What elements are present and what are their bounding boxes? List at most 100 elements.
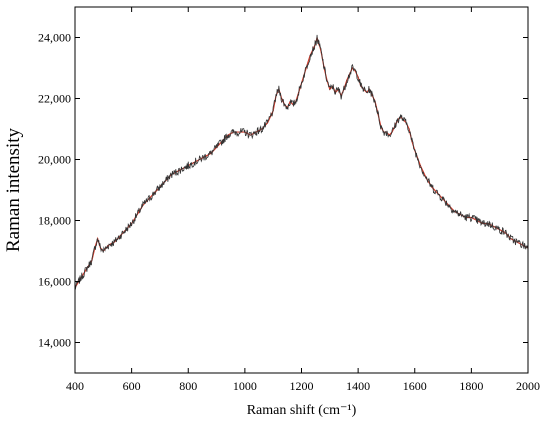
- data-point: [80, 277, 82, 279]
- data-point: [346, 79, 348, 81]
- data-point: [108, 244, 110, 246]
- data-point: [275, 94, 277, 96]
- data-point: [380, 125, 382, 127]
- data-point: [199, 159, 201, 160]
- data-point: [216, 146, 218, 148]
- data-point: [148, 198, 150, 200]
- x-tick-label: 1200: [290, 379, 314, 393]
- data-point: [319, 46, 321, 48]
- data-point: [317, 43, 319, 45]
- data-point: [388, 134, 390, 136]
- data-point: [142, 204, 144, 206]
- series-fit-line: [74, 37, 529, 288]
- data-point: [397, 119, 399, 121]
- data-point: [114, 241, 116, 243]
- data-point: [516, 241, 518, 243]
- data-point: [323, 67, 325, 69]
- data-point: [159, 186, 161, 188]
- data-point: [227, 134, 229, 136]
- data-point: [521, 244, 523, 246]
- data-point: [349, 73, 351, 75]
- data-point: [91, 259, 93, 261]
- data-point: [499, 229, 501, 231]
- data-point: [337, 88, 339, 90]
- x-tick-label: 600: [123, 379, 141, 393]
- data-point: [102, 250, 104, 252]
- data-point: [210, 152, 212, 154]
- data-point: [394, 125, 396, 127]
- data-point: [320, 52, 322, 54]
- data-point: [165, 180, 167, 182]
- y-tick-label: 20,000: [38, 153, 71, 167]
- data-point: [453, 210, 455, 212]
- plot-area: [74, 34, 529, 290]
- data-point: [309, 55, 311, 57]
- x-tick-label: 1400: [346, 379, 370, 393]
- data-point: [244, 131, 246, 133]
- data-point: [448, 204, 450, 206]
- data-point: [510, 238, 512, 240]
- data-point: [131, 223, 133, 225]
- y-tick-label: 18,000: [38, 214, 71, 228]
- data-point: [292, 104, 294, 106]
- data-point: [153, 192, 155, 194]
- data-point: [366, 91, 368, 93]
- tick-labels: 400 600 800 1000 1200 1400 1600 1800 2000 14,000 1…: [38, 31, 540, 394]
- data-point: [368, 88, 370, 90]
- y-tick-label: 16,000: [38, 275, 71, 289]
- x-tick-label: 1600: [403, 379, 427, 393]
- data-point: [400, 116, 402, 118]
- data-point: [298, 91, 300, 93]
- series-line: [74, 34, 529, 290]
- data-point: [383, 131, 385, 133]
- data-point: [250, 134, 252, 136]
- data-point: [332, 85, 334, 87]
- data-point: [329, 88, 331, 90]
- data-point: [385, 131, 387, 133]
- data-point: [360, 85, 362, 87]
- data-point: [459, 213, 461, 215]
- data-point: [363, 88, 365, 90]
- data-point: [289, 101, 291, 103]
- axes: [74, 6, 529, 374]
- data-point: [419, 165, 421, 167]
- y-tick-label: 22,000: [38, 92, 71, 106]
- data-point: [343, 88, 345, 90]
- data-point: [377, 113, 379, 115]
- data-point: [326, 79, 328, 81]
- data-point: [125, 229, 127, 231]
- data-point: [476, 220, 478, 221]
- data-point: [97, 238, 99, 240]
- data-point: [85, 268, 87, 270]
- data-point: [504, 232, 506, 234]
- data-point: [354, 70, 356, 72]
- data-point: [431, 186, 433, 188]
- data-point: [340, 94, 342, 96]
- data-point: [493, 226, 495, 228]
- x-tick-label: 2000: [516, 379, 540, 393]
- data-point: [312, 49, 314, 51]
- data-point: [170, 174, 172, 176]
- data-point: [295, 101, 297, 103]
- data-point: [281, 98, 283, 99]
- data-point: [193, 162, 195, 164]
- data-point: [436, 192, 438, 194]
- data-point: [306, 64, 308, 66]
- data-point: [301, 82, 302, 84]
- data-point: [99, 247, 101, 249]
- data-point: [465, 216, 467, 218]
- data-point: [221, 140, 223, 142]
- data-point: [94, 247, 96, 249]
- x-tick-label: 1800: [459, 379, 483, 393]
- data-point: [238, 131, 240, 133]
- data-point: [391, 131, 393, 133]
- data-point: [470, 216, 472, 218]
- y-tick-label: 24,000: [38, 31, 71, 45]
- data-point: [176, 171, 178, 173]
- data-point: [482, 223, 484, 225]
- data-point: [136, 213, 138, 215]
- data-point: [351, 67, 353, 69]
- data-point: [405, 122, 407, 124]
- data-point: [357, 76, 359, 78]
